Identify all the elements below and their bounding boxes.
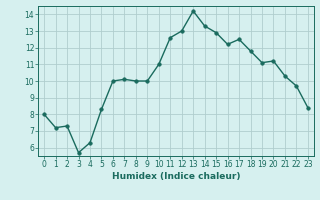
X-axis label: Humidex (Indice chaleur): Humidex (Indice chaleur) (112, 172, 240, 181)
